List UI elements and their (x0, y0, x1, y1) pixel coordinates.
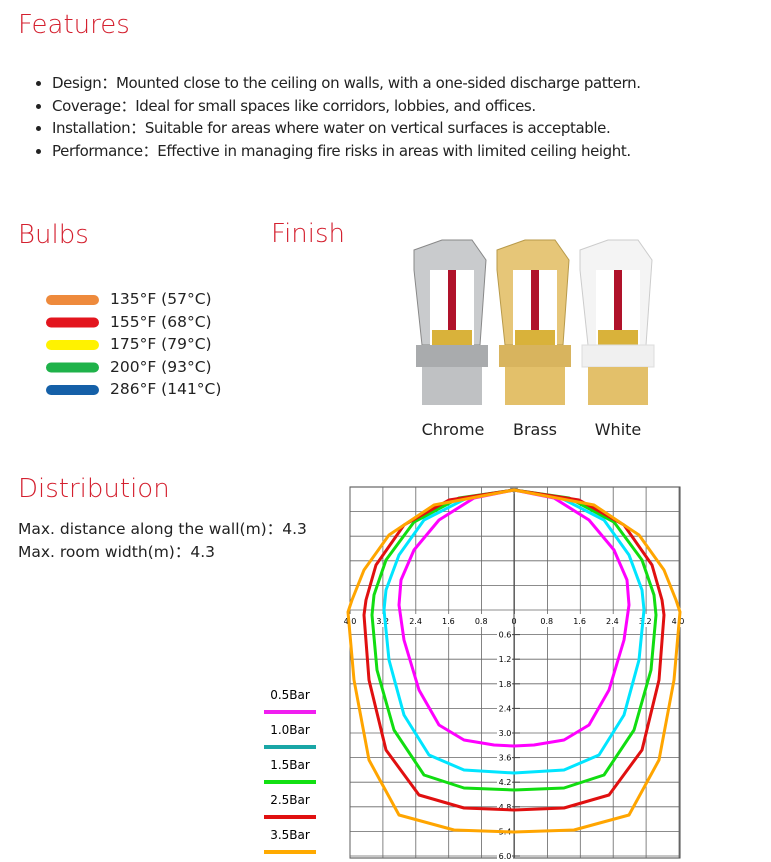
finish-label: White (594, 420, 642, 439)
finish-title: Finish (271, 219, 346, 249)
y-axis-label: 4.8 (499, 803, 512, 812)
sprinkler-white (579, 239, 655, 405)
legend-label: 1.0Bar (270, 723, 310, 737)
y-axis-label: 3.6 (499, 754, 512, 763)
finish-label: Brass (512, 420, 558, 439)
bulb-label: 175°F (79°C) (110, 335, 212, 353)
bulbs-title: Bulbs (18, 220, 89, 250)
features-title: Features (18, 10, 130, 40)
feature-item: Design：Mounted close to the ceiling on w… (52, 72, 641, 95)
y-axis-label: 1.8 (499, 680, 512, 689)
legend-label: 0.5Bar (270, 688, 310, 702)
y-axis-label: 4.2 (499, 778, 512, 787)
label-bg (537, 614, 556, 627)
spray-curve (370, 488, 658, 792)
y-axis-label: 6.0 (499, 852, 512, 861)
feature-item: Installation：Suitable for areas where wa… (52, 117, 641, 140)
x-axis-label: 0.8 (540, 617, 553, 626)
x-axis-label: 1.6 (573, 617, 586, 626)
label-bg (570, 614, 589, 627)
label-bg (406, 614, 425, 627)
spray-curve (397, 488, 631, 748)
spec-line: Max. distance along the wall(m)：4.3 (18, 520, 307, 538)
bulb-swatch (46, 295, 99, 305)
bulb-label: 200°F (93°C) (110, 357, 212, 376)
bulb-label: 135°F (57°C) (110, 290, 212, 308)
sprinkler-chrome (413, 239, 488, 405)
feature-list: Design：Mounted close to the ceiling on w… (22, 72, 641, 163)
x-axis-label: 2.4 (606, 617, 619, 626)
y-axis-label: 1.2 (499, 655, 512, 664)
label-bg (373, 614, 392, 627)
feature-item: Coverage：Ideal for small spaces like cor… (52, 95, 641, 118)
x-axis-label: 3.2 (639, 617, 652, 626)
y-axis-label: 3.0 (499, 729, 512, 738)
bulb-swatch (46, 317, 99, 328)
label-bg (497, 677, 513, 690)
label-bg (497, 653, 513, 666)
y-axis-label: 0.6 (499, 631, 512, 640)
spray-curve (346, 488, 682, 834)
label-bg (497, 751, 513, 764)
legend-label: 3.5Bar (270, 828, 310, 842)
label-bg (497, 628, 513, 641)
bulb-label: 155°F (68°C) (110, 312, 212, 331)
spray-curve (362, 488, 666, 812)
label-bg (497, 776, 513, 789)
label-bg (497, 702, 513, 715)
x-axis-label: 2.4 (409, 617, 422, 626)
label-bg (636, 614, 655, 627)
spray-curve (382, 488, 646, 775)
y-axis-label: 2.4 (499, 704, 512, 713)
finish-label: Chrome (421, 420, 485, 439)
x-axis-label: 0.8 (475, 617, 488, 626)
x-axis-label: 3.2 (376, 617, 389, 626)
label-bg (497, 727, 513, 739)
bulb-swatch (46, 362, 99, 373)
label-bg (439, 614, 458, 627)
distribution-title: Distribution (18, 474, 170, 504)
bulb-swatch (46, 385, 99, 395)
sprinkler-brass (496, 239, 571, 405)
spec-line: Max. room width(m)：4.3 (18, 543, 215, 561)
legend-label: 1.5Bar (270, 758, 310, 772)
feature-item: Performance：Effective in managing fire r… (52, 140, 641, 163)
x-axis-label: 1.6 (442, 617, 455, 626)
bulb-swatch (46, 340, 99, 350)
label-bg (472, 614, 491, 627)
bulb-label: 286°F (141°C) (110, 380, 222, 398)
label-bg (603, 614, 622, 627)
legend-label: 2.5Bar (270, 793, 310, 807)
label-bg (497, 850, 513, 862)
